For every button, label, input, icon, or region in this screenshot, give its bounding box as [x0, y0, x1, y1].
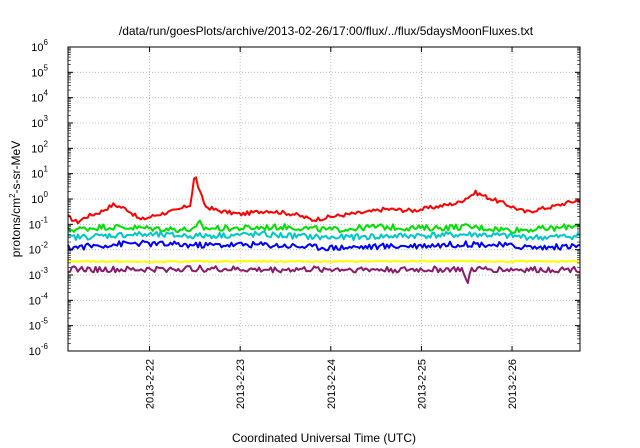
series-line: [67, 176, 581, 225]
y-axis-label-units: -s-sr-MeV: [9, 141, 23, 194]
grid: [68, 47, 580, 351]
y-tick-base: 10: [29, 270, 41, 282]
plot-series: [67, 176, 581, 284]
x-tick-label: 2013-2-24: [326, 359, 338, 409]
y-tick-base: 10: [31, 93, 43, 105]
chart-title: /data/run/goesPlots/archive/2013-02-26/1…: [119, 24, 534, 38]
x-tick-label: 2013-2-26: [507, 359, 519, 409]
y-tick-label: 10-3: [29, 266, 49, 282]
series-line: [67, 239, 581, 252]
y-axis-label: protons/cm2-s-sr-MeV: [8, 141, 23, 257]
y-tick-label: 10-2: [29, 241, 49, 257]
y-tick-base: 10: [31, 42, 43, 54]
y-tick-base: 10: [31, 143, 43, 155]
y-tick-base: 10: [29, 346, 41, 358]
y-tick-label: 104: [31, 89, 48, 105]
y-tick-label: 10-6: [29, 342, 49, 358]
y-tick-exponent: 1: [44, 165, 49, 174]
y-tick-label: 10-5: [29, 317, 49, 333]
y-tick-exponent: 0: [44, 190, 49, 199]
y-tick-exponent: -2: [41, 241, 49, 250]
y-tick-base: 10: [31, 67, 43, 79]
y-axis-label-superscript: 2: [8, 193, 17, 198]
y-tick-exponent: -6: [41, 342, 49, 351]
y-tick-base: 10: [31, 169, 43, 181]
y-tick-exponent: -4: [41, 291, 49, 300]
series-line: [67, 219, 581, 234]
y-tick-base: 10: [31, 194, 43, 206]
series-line: [67, 264, 581, 284]
series-line: [67, 230, 581, 242]
y-tick-exponent: -5: [41, 317, 49, 326]
y-tick-label: 10-4: [29, 291, 49, 307]
x-ticks: 2013-2-22 2013-2-23 2013-2-24 2013-2-25 2013…: [145, 47, 519, 409]
y-tick-label: 103: [31, 114, 48, 130]
y-tick-base: 10: [29, 219, 41, 231]
x-tick-label: 2013-2-25: [416, 359, 428, 409]
y-tick-exponent: 6: [44, 38, 49, 47]
y-tick-exponent: 2: [44, 139, 49, 148]
x-tick-label: 2013-2-22: [145, 359, 157, 409]
y-tick-base: 10: [29, 245, 41, 257]
y-tick-label: 105: [31, 63, 48, 79]
y-tick-exponent: -3: [41, 266, 49, 275]
y-tick-exponent: 5: [44, 63, 49, 72]
y-tick-exponent: 4: [44, 89, 49, 98]
y-tick-exponent: 3: [44, 114, 49, 123]
y-tick-label: 101: [31, 165, 48, 181]
y-tick-base: 10: [29, 295, 41, 307]
y-tick-base: 10: [31, 118, 43, 130]
x-axis-label: Coordinated Universal Time (UTC): [232, 431, 416, 445]
series-line: [67, 259, 581, 264]
y-tick-base: 10: [29, 321, 41, 333]
y-tick-label: 100: [31, 190, 48, 206]
y-axis-label-main: protons/cm: [9, 198, 23, 257]
y-tick-label: 102: [31, 139, 48, 155]
x-tick-label: 2013-2-23: [235, 359, 247, 409]
y-tick-label: 106: [31, 38, 48, 54]
y-tick-label: 10-1: [29, 215, 49, 231]
y-tick-exponent: -1: [41, 215, 49, 224]
y-ticks: 10610510410310210110010-110-210-310-410-…: [29, 38, 580, 358]
